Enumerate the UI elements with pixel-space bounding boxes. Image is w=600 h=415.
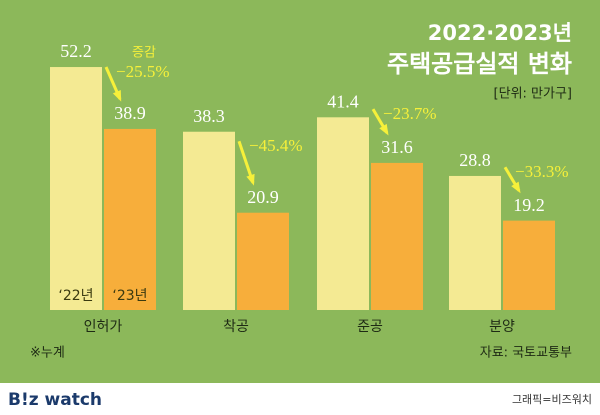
value-label: 19.2 [513,195,545,215]
value-label: 20.9 [247,187,279,207]
logo: B!z watch [8,390,102,410]
bar [50,67,102,310]
legend-label: ‘22년 [58,288,93,304]
arrow-head [246,173,255,186]
change-label: −25.5% [116,62,170,81]
chart-title: 2022·2023년 [428,21,572,45]
bar [104,128,156,310]
change-label: −23.7% [383,104,437,123]
x-tick-label: 준공 [357,319,383,335]
arrow-head [379,123,389,136]
bar [449,175,501,310]
value-label: 52.2 [60,41,92,61]
value-label: 31.6 [381,137,413,157]
change-label: −45.4% [249,136,303,155]
arrow-head [112,89,122,102]
bar [371,162,423,310]
x-tick-label: 인허가 [84,319,123,335]
change-label: −33.3% [515,162,569,181]
x-tick-label: 착공 [223,319,249,335]
value-label: 38.9 [114,103,146,123]
arrow-head [511,181,521,194]
value-label: 38.3 [193,106,225,126]
source: 자료: 국토교통부 [480,346,572,361]
bar [503,220,555,310]
change-title: 증감 [132,45,156,60]
value-label: 41.4 [327,91,359,111]
bar [183,131,235,310]
note: ※누계 [30,346,65,361]
credit: 그래픽=비즈워치 [512,393,592,406]
unit-label: [단위: 만가구] [494,87,572,102]
footer-band [0,383,600,415]
x-tick-label: 분양 [489,319,515,335]
bar [317,117,369,310]
chart-subtitle: 주택공급실적 변화 [387,50,572,78]
bar [237,212,289,310]
legend-label: ‘23년 [112,288,147,304]
value-label: 28.8 [459,150,491,170]
